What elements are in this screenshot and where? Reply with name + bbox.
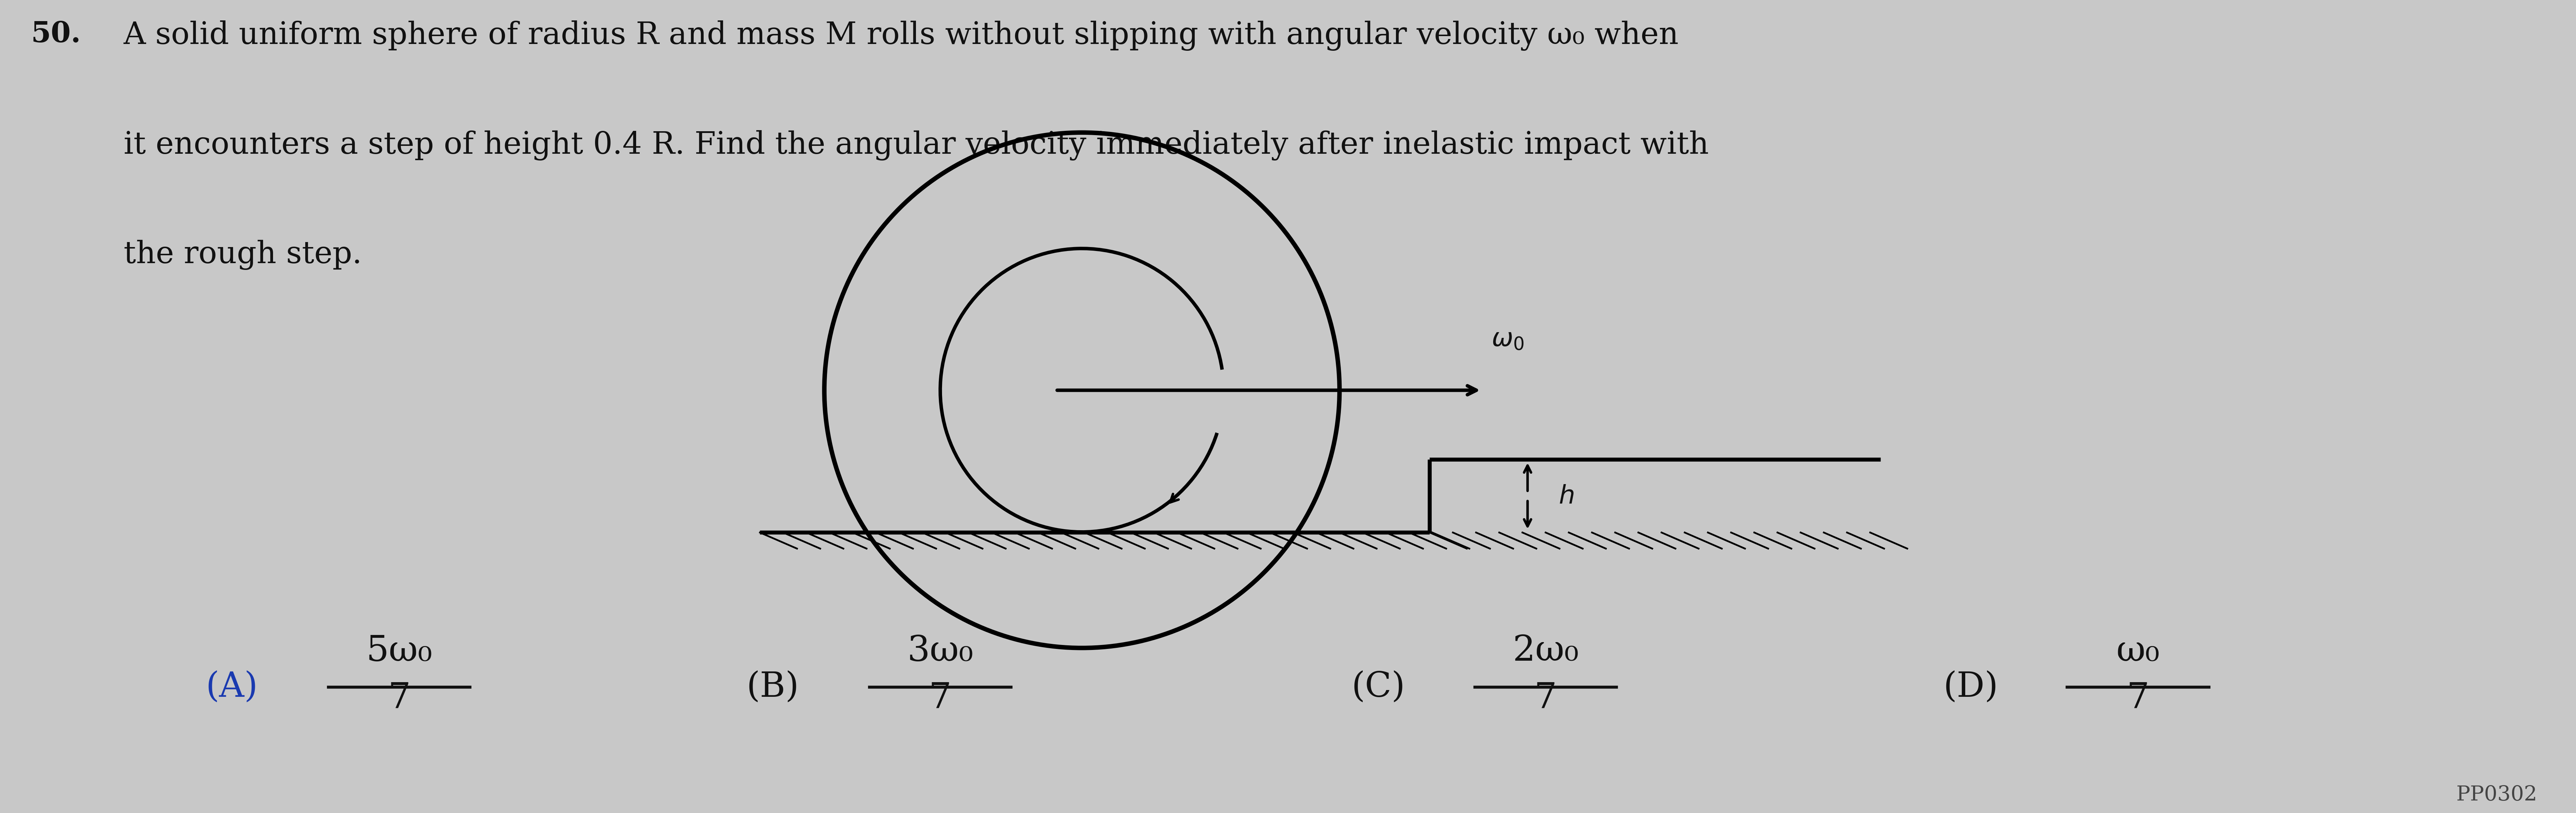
Text: A solid uniform sphere of radius R and mass M rolls without slipping with angula: A solid uniform sphere of radius R and m… — [124, 20, 1680, 50]
Text: 3ω₀: 3ω₀ — [907, 634, 974, 668]
Text: 5ω₀: 5ω₀ — [366, 634, 433, 668]
Text: (A): (A) — [206, 670, 258, 704]
Text: (D): (D) — [1942, 670, 1999, 704]
Text: (B): (B) — [747, 670, 799, 704]
Text: PP0302: PP0302 — [2455, 785, 2537, 805]
Text: 7: 7 — [1535, 681, 1556, 715]
Text: ω₀: ω₀ — [2117, 634, 2159, 668]
Text: 7: 7 — [930, 681, 951, 715]
Text: 2ω₀: 2ω₀ — [1512, 634, 1579, 668]
Text: the rough step.: the rough step. — [124, 240, 363, 270]
Text: 7: 7 — [2128, 681, 2148, 715]
Text: it encounters a step of height 0.4 R. Find the angular velocity immediately afte: it encounters a step of height 0.4 R. Fi… — [124, 130, 1708, 160]
Text: $h$: $h$ — [1558, 483, 1574, 509]
Text: 50.: 50. — [31, 20, 80, 48]
Text: 7: 7 — [389, 681, 410, 715]
Text: (C): (C) — [1352, 670, 1404, 704]
Text: $\omega_0$: $\omega_0$ — [1492, 326, 1525, 351]
